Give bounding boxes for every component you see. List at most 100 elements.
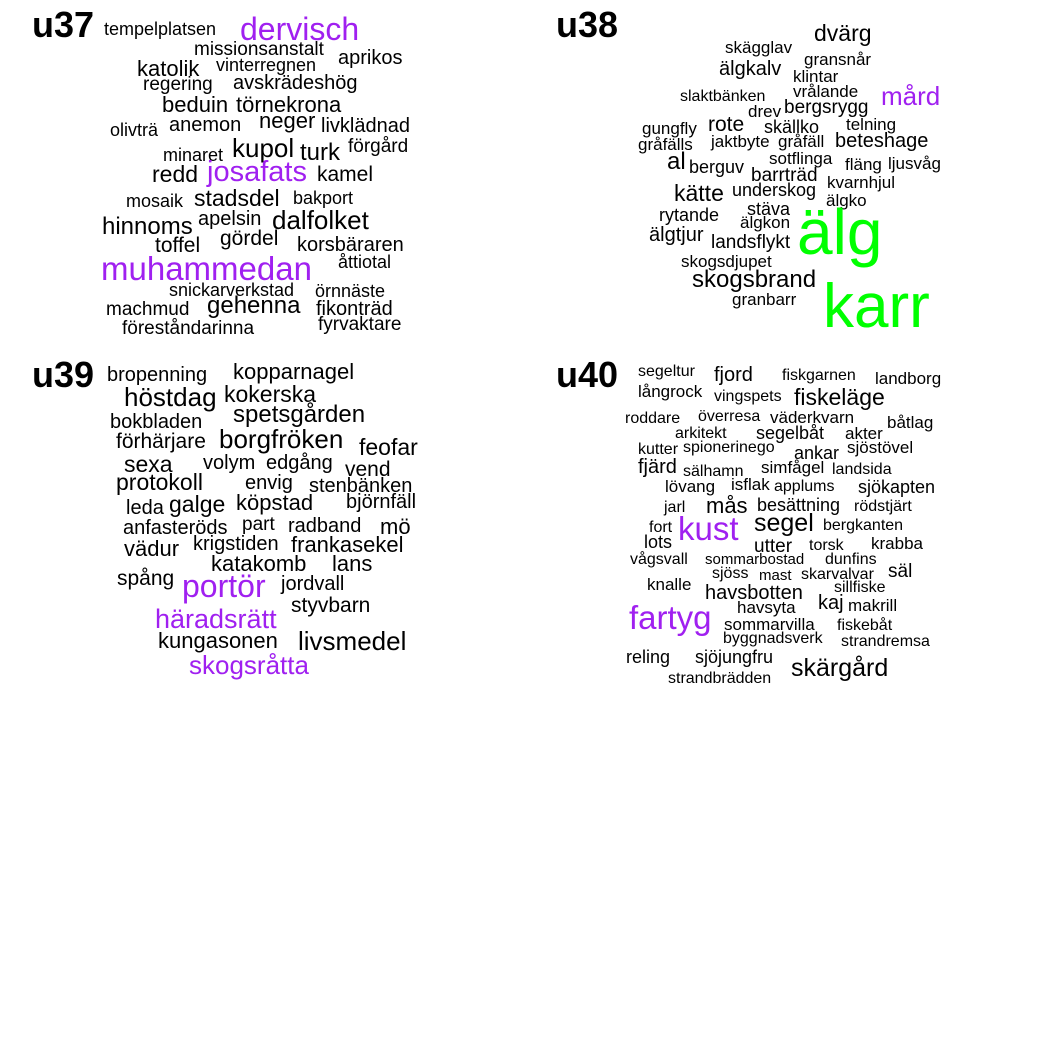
word: örnnäste <box>315 281 386 301</box>
word: feofar <box>359 434 418 460</box>
word: josafats <box>207 156 307 188</box>
word: beduin <box>162 92 229 117</box>
word: bakport <box>293 188 354 208</box>
word: björnfäll <box>346 491 417 513</box>
word: havsyta <box>737 598 796 617</box>
word: rödstjärt <box>854 498 912 515</box>
word: vädur <box>124 536 180 561</box>
word: gungfly <box>642 119 697 138</box>
word: skogsbrand <box>692 266 817 293</box>
word: olivträ <box>110 120 159 140</box>
word: portör <box>182 568 266 604</box>
word: sjöstövel <box>847 438 914 457</box>
word: byggnadsverk <box>723 630 823 647</box>
word: torsk <box>809 537 844 554</box>
wordcloud-panel-u40: u40 segeltur fjord fiskgarnen landborg l… <box>525 350 1050 700</box>
word: älgkon <box>740 213 791 232</box>
word: toffel <box>155 234 201 257</box>
panel-label: u37 <box>32 4 95 45</box>
word: segeltur <box>638 363 695 380</box>
word: korsbäraren <box>297 234 404 256</box>
word: båtlag <box>887 413 934 432</box>
word: protokoll <box>116 469 203 495</box>
word: fiskebåt <box>837 617 893 634</box>
word: kopparnagel <box>233 359 355 384</box>
word: segelbåt <box>756 423 825 443</box>
word: neger <box>259 108 316 133</box>
word: dunfins <box>825 551 877 568</box>
word: underskog <box>732 180 817 200</box>
word: karr <box>823 272 930 341</box>
word: leda <box>126 497 164 519</box>
word: spetsgården <box>233 401 366 428</box>
word: knalle <box>647 575 692 594</box>
word: vend <box>345 458 391 481</box>
word: landborg <box>875 369 942 388</box>
word: styvbarn <box>291 594 371 617</box>
word: rote <box>708 113 745 136</box>
word: förgård <box>348 136 409 157</box>
word: säl <box>888 561 913 582</box>
word: mås <box>706 493 748 518</box>
word: spionerinego <box>683 439 775 456</box>
word: utter <box>754 536 793 557</box>
word: förhärjare <box>116 430 206 453</box>
word: rytande <box>659 205 720 225</box>
word: beteshage <box>835 130 929 152</box>
word: fiskeläge <box>794 384 885 410</box>
word: mö <box>380 514 411 539</box>
word: radband <box>288 515 362 537</box>
word: jarl <box>664 499 686 516</box>
word: besättning <box>757 495 841 515</box>
word: kaj <box>818 592 844 614</box>
word: kungasonen <box>158 628 278 653</box>
word: isflak <box>731 475 770 494</box>
word: strandbrädden <box>668 670 772 687</box>
word: skällko <box>764 117 820 137</box>
word: katakomb <box>211 551 307 576</box>
word: landsflykt <box>711 232 791 253</box>
word: reling <box>626 647 671 667</box>
word: skärgård <box>791 654 889 682</box>
word: berguv <box>689 157 745 177</box>
word: dalfolket <box>272 205 369 235</box>
word: stadsdel <box>194 185 280 211</box>
word: tempelplatsen <box>104 19 217 39</box>
panel-label: u39 <box>32 354 95 395</box>
word: sillfiske <box>834 579 886 596</box>
word: kupol <box>232 133 295 163</box>
word: frankasekel <box>291 532 404 557</box>
word: mosaik <box>126 191 184 211</box>
word: telning <box>846 115 897 134</box>
word: anemon <box>169 114 242 136</box>
word: muhammedan <box>101 250 312 287</box>
word: bergkanten <box>823 517 904 534</box>
word: fiskgarnen <box>782 367 856 384</box>
word: skogsråtta <box>189 650 309 680</box>
word: sommarbostad <box>705 551 805 568</box>
word: gördel <box>220 227 279 250</box>
word: sommarvilla <box>724 615 815 634</box>
word: överresa <box>698 408 761 425</box>
word: vinterregnen <box>216 55 317 75</box>
word: älgtjur <box>649 224 704 246</box>
word: fyrvaktare <box>318 314 402 335</box>
word: redd <box>152 161 199 187</box>
word: regering <box>143 74 213 95</box>
word: sälhamn <box>683 463 744 480</box>
word: stenbänken <box>309 475 413 497</box>
word: sjökapten <box>858 477 936 497</box>
word: havsbotten <box>705 582 803 604</box>
word: fort <box>649 519 673 536</box>
word: snickarverkstad <box>169 280 295 300</box>
wordcloud-panel-u39: u39 bropenning kopparnagel höstdag koker… <box>0 350 525 700</box>
word: mast <box>759 567 792 584</box>
word: kvarnhjul <box>827 173 896 192</box>
word: akter <box>845 424 883 443</box>
word: vågsvall <box>630 551 688 568</box>
word: edgång <box>266 452 333 474</box>
word: kust <box>678 510 739 547</box>
word: makrill <box>848 596 898 615</box>
word: gransnår <box>804 50 872 69</box>
word: vrålande <box>793 82 859 101</box>
